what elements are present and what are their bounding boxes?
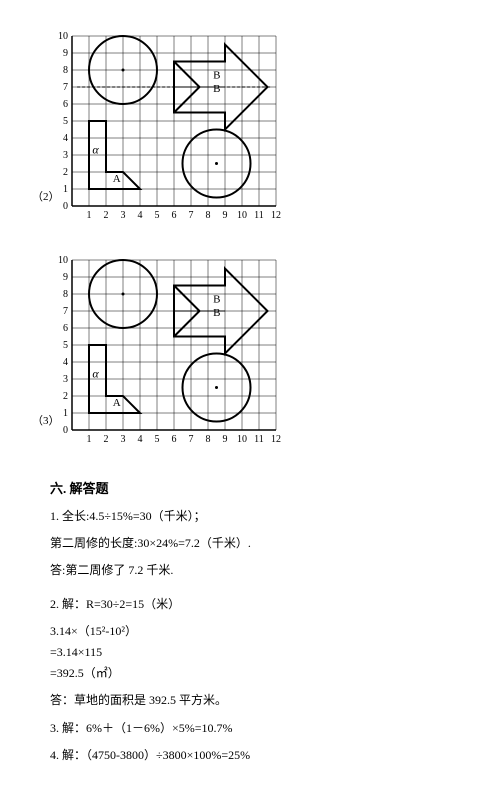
svg-text:A: A: [113, 173, 121, 185]
grid-figure: 012345678910123456789101112AαBB: [50, 254, 282, 448]
section-title: 六. 解答题: [50, 478, 450, 497]
answer-line: 答:第二周修了 7.2 千米.: [50, 561, 450, 580]
svg-text:4: 4: [138, 210, 143, 221]
answer-line: 答：草地的面积是 392.5 平方米。: [50, 691, 450, 710]
svg-text:4: 4: [138, 434, 143, 445]
svg-text:3: 3: [121, 434, 126, 445]
svg-text:9: 9: [63, 272, 68, 283]
svg-text:5: 5: [63, 340, 68, 351]
svg-text:11: 11: [254, 434, 264, 445]
answer-line: 4. 解：（4750-3800）÷3800×100%=25%: [50, 746, 450, 765]
figure-label: （3）: [32, 412, 60, 428]
svg-text:12: 12: [271, 434, 281, 445]
answer-line: 第二周修的长度:30×24%=7.2（千米）.: [50, 534, 450, 553]
answer-line: =392.5（㎡）: [50, 664, 450, 683]
svg-text:7: 7: [189, 434, 194, 445]
svg-text:6: 6: [63, 323, 68, 334]
svg-text:3: 3: [63, 374, 68, 385]
answer-line: =3.14×115: [50, 643, 450, 662]
svg-text:9: 9: [63, 48, 68, 59]
svg-text:B: B: [213, 83, 220, 95]
svg-text:8: 8: [206, 434, 211, 445]
svg-text:1: 1: [63, 184, 68, 195]
svg-text:2: 2: [63, 167, 68, 178]
svg-text:6: 6: [172, 434, 177, 445]
grid-figure: 012345678910123456789101112AαBB: [50, 30, 282, 224]
svg-text:1: 1: [87, 434, 92, 445]
svg-text:B: B: [213, 294, 220, 306]
figure-block: （3）012345678910123456789101112AαBB: [50, 254, 450, 448]
svg-text:8: 8: [63, 65, 68, 76]
svg-text:8: 8: [63, 289, 68, 300]
svg-text:3: 3: [63, 150, 68, 161]
svg-text:9: 9: [223, 210, 228, 221]
svg-text:2: 2: [63, 391, 68, 402]
svg-text:7: 7: [189, 210, 194, 221]
svg-text:4: 4: [63, 357, 68, 368]
svg-text:α: α: [92, 366, 99, 380]
figure-block: （2）012345678910123456789101112AαBB: [50, 30, 450, 224]
svg-text:0: 0: [63, 201, 68, 212]
svg-text:11: 11: [254, 210, 264, 221]
svg-text:9: 9: [223, 434, 228, 445]
svg-text:B: B: [213, 307, 220, 319]
svg-text:5: 5: [63, 116, 68, 127]
svg-text:10: 10: [237, 434, 247, 445]
svg-text:10: 10: [237, 210, 247, 221]
svg-text:5: 5: [155, 434, 160, 445]
svg-text:12: 12: [271, 210, 281, 221]
svg-text:6: 6: [63, 99, 68, 110]
svg-text:1: 1: [63, 408, 68, 419]
svg-text:5: 5: [155, 210, 160, 221]
svg-text:3: 3: [121, 210, 126, 221]
svg-text:6: 6: [172, 210, 177, 221]
svg-text:α: α: [92, 142, 99, 156]
svg-text:2: 2: [104, 210, 109, 221]
svg-text:7: 7: [63, 82, 68, 93]
svg-text:8: 8: [206, 210, 211, 221]
svg-text:A: A: [113, 397, 121, 409]
answer-line: 2. 解：R=30÷2=15（米）: [50, 595, 450, 614]
svg-text:10: 10: [58, 31, 68, 42]
svg-text:0: 0: [63, 425, 68, 436]
svg-text:B: B: [213, 70, 220, 82]
svg-text:1: 1: [87, 210, 92, 221]
svg-text:2: 2: [104, 434, 109, 445]
answer-line: 3. 解：6%＋（1－6%）×5%=10.7%: [50, 719, 450, 738]
answer-line: 3.14×（15²-10²）: [50, 622, 450, 641]
svg-text:4: 4: [63, 133, 68, 144]
svg-text:10: 10: [58, 255, 68, 266]
figure-label: （2）: [32, 188, 60, 204]
svg-text:7: 7: [63, 306, 68, 317]
answer-line: 1. 全长:4.5÷15%=30（千米）；: [50, 507, 450, 526]
